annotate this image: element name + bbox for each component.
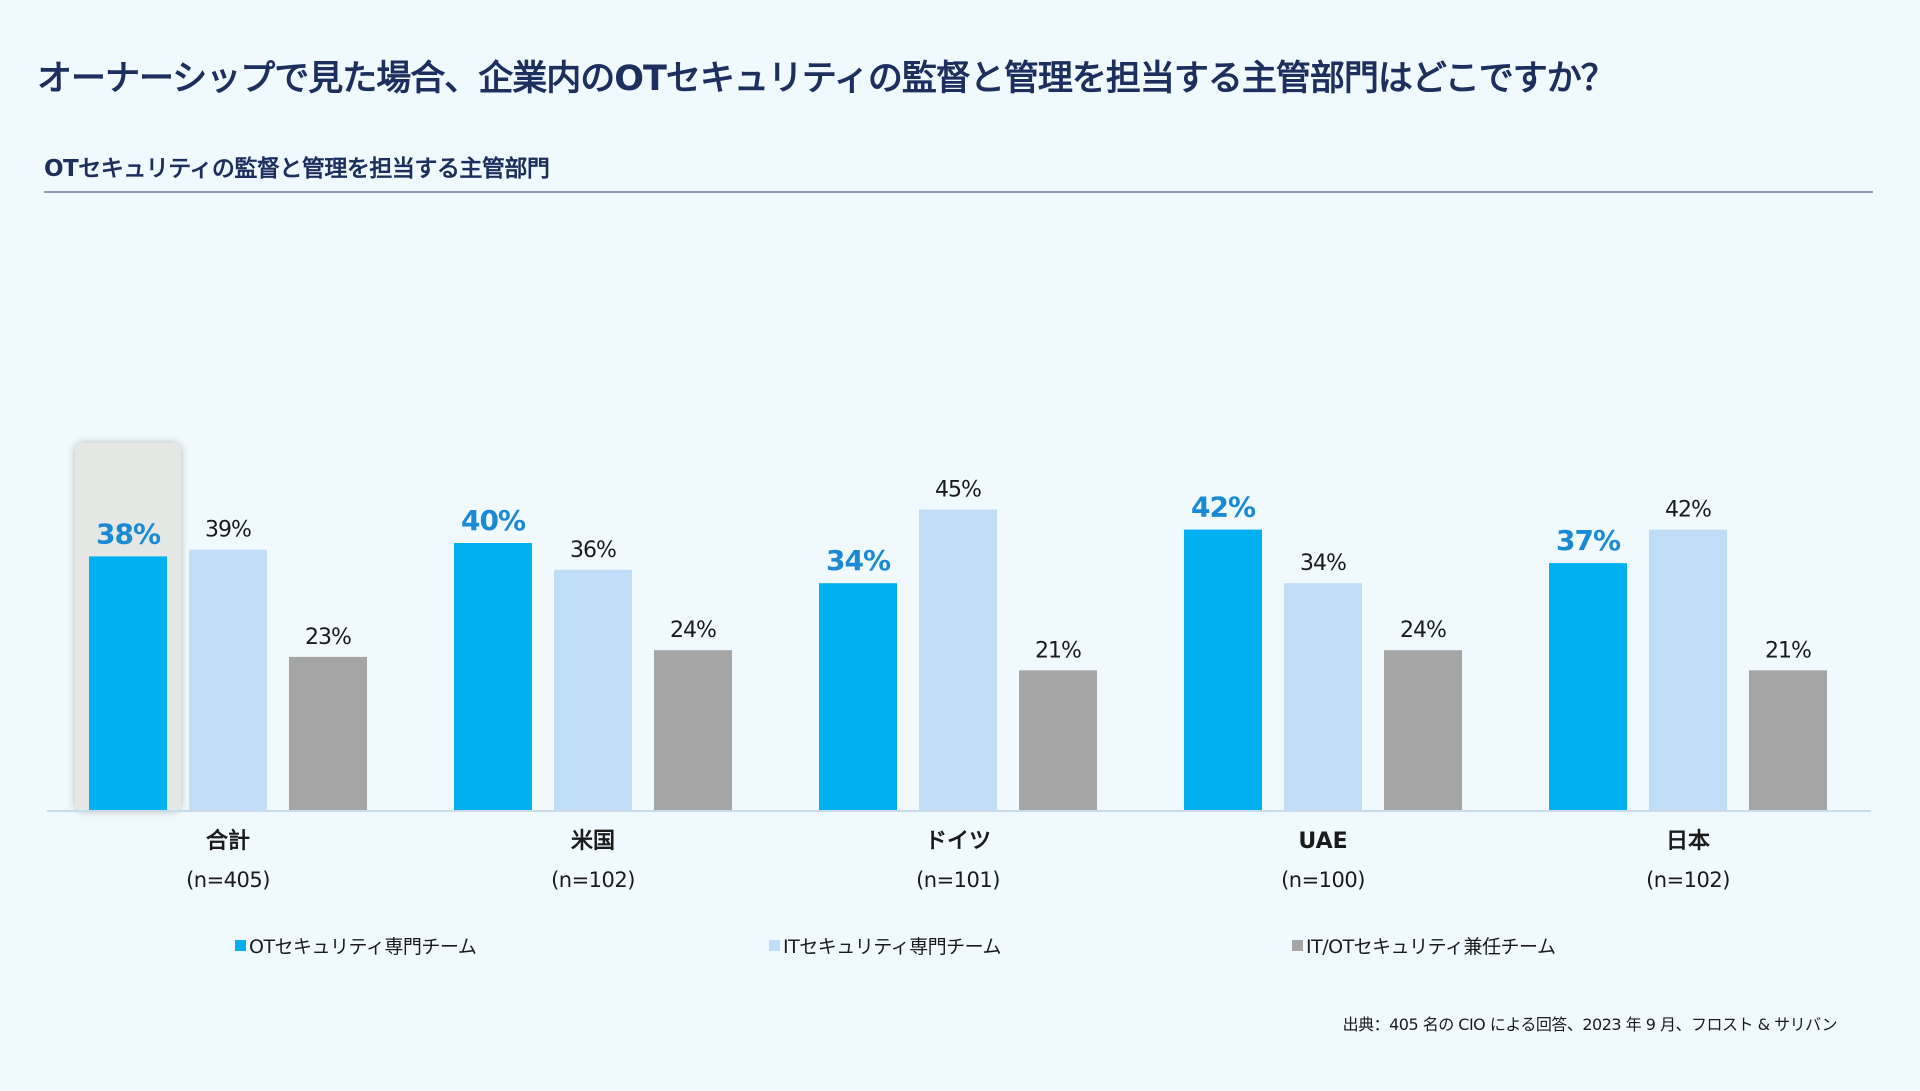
category-label: 米国: [571, 829, 615, 854]
bar: [189, 549, 267, 811]
legend-item-itot: IT/OTセキュリティ兼任チーム: [1292, 932, 1556, 959]
category-label: 合計: [206, 828, 250, 854]
category-sample-size: (n=102): [551, 868, 635, 892]
bar: [1184, 529, 1262, 811]
data-label: 45%: [935, 478, 981, 503]
category-sample-size: (n=102): [1646, 868, 1730, 892]
bar: [1019, 670, 1097, 811]
bar: [454, 543, 532, 811]
category-sample-size: (n=101): [916, 868, 1000, 892]
legend-swatch: [1292, 940, 1303, 951]
bar: [1384, 650, 1462, 811]
legend-label: ITセキュリティ専門チーム: [783, 936, 1002, 958]
data-label: 23%: [305, 625, 351, 650]
category-label: UAE: [1298, 829, 1347, 854]
bar: [1649, 529, 1727, 811]
bar: [654, 650, 732, 811]
category-sample-size: (n=100): [1281, 868, 1365, 892]
data-label: 21%: [1765, 638, 1811, 663]
chart-title: OTセキュリティの監督と管理を担当する主管部門: [44, 156, 550, 182]
title-divider: [44, 191, 1873, 193]
data-label: 39%: [205, 518, 251, 543]
category-label: ドイツ: [925, 829, 991, 854]
data-label: 37%: [1556, 524, 1621, 557]
bar: [1749, 670, 1827, 811]
data-label: 24%: [670, 618, 716, 643]
legend-item-it: ITセキュリティ専門チーム: [769, 932, 1002, 959]
data-label: 34%: [826, 544, 891, 577]
legend-swatch: [235, 940, 246, 951]
bar: [919, 509, 997, 811]
data-label: 34%: [1300, 551, 1346, 576]
data-label: 40%: [461, 504, 526, 537]
legend-label: IT/OTセキュリティ兼任チーム: [1306, 936, 1556, 958]
bar: [819, 583, 897, 811]
bar: [289, 656, 367, 811]
legend-label: OTセキュリティ専門チーム: [249, 936, 477, 958]
data-label: 38%: [96, 517, 161, 550]
legend-swatch: [769, 940, 780, 951]
category-sample-size: (n=405): [186, 868, 270, 892]
page-title: オーナーシップで見た場合、企業内のOTセキュリティの監督と管理を担当する主管部門…: [37, 59, 1616, 99]
source-note: 出典：405 名の CIO による回答、2023 年 9 月、フロスト & サリ…: [1342, 1015, 1838, 1034]
data-label: 36%: [570, 538, 616, 563]
data-label: 42%: [1191, 491, 1256, 524]
data-label: 24%: [1400, 618, 1446, 643]
data-label: 21%: [1035, 638, 1081, 663]
bar: [1549, 563, 1627, 811]
data-label: 42%: [1665, 498, 1711, 523]
category-label: 日本: [1666, 829, 1710, 854]
bar: [89, 556, 167, 811]
bar: [554, 569, 632, 811]
legend-item-ot: OTセキュリティ専門チーム: [235, 932, 477, 959]
bar: [1284, 583, 1362, 811]
